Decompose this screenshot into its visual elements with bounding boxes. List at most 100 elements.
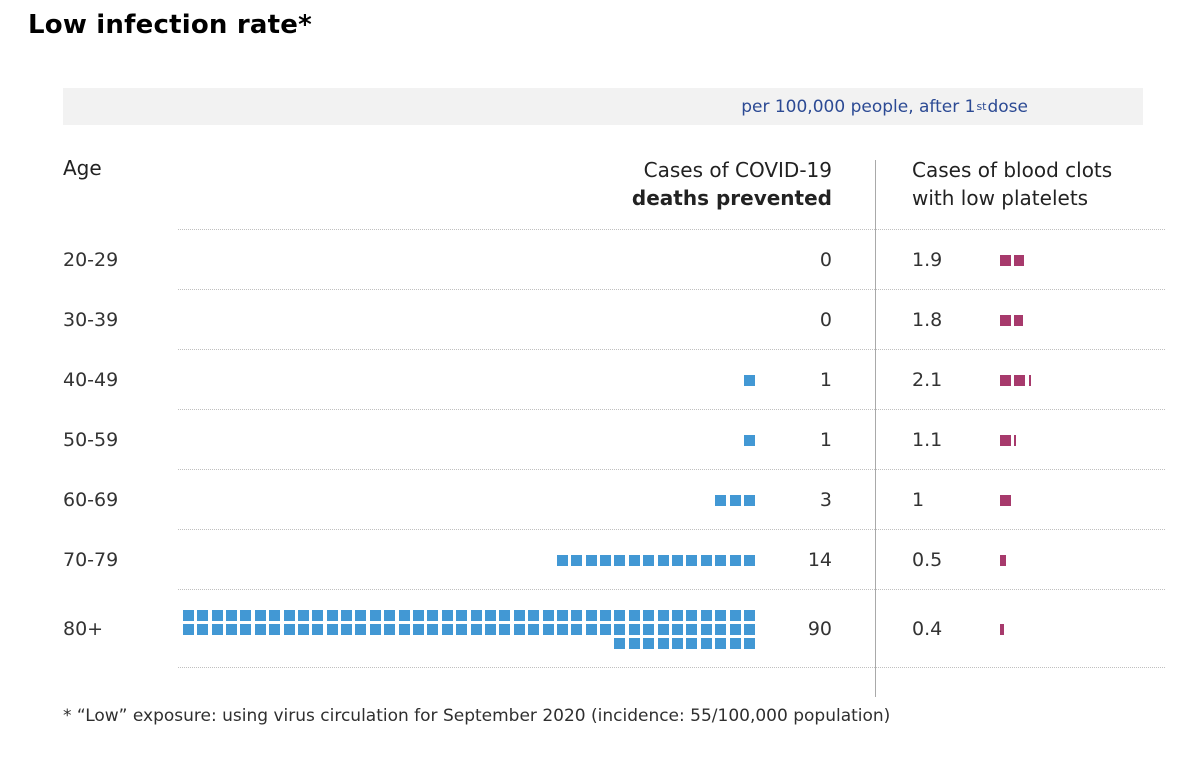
deaths-square (571, 554, 583, 566)
deaths-square (499, 623, 511, 635)
deaths-square (614, 554, 626, 566)
deaths-square (715, 554, 727, 566)
clots-square (1000, 314, 1011, 326)
deaths-square (628, 609, 640, 621)
deaths-square (528, 623, 540, 635)
deaths-square (657, 554, 669, 566)
deaths-square (427, 609, 439, 621)
clots-value: 2.1 (912, 369, 943, 391)
clots-value: 0.4 (912, 618, 943, 640)
clots-value: 0.5 (912, 549, 943, 571)
deaths-square (744, 623, 755, 635)
deaths-pictogram (178, 609, 755, 649)
deaths-square (225, 623, 237, 635)
deaths-square (628, 554, 640, 566)
deaths-square (484, 609, 496, 621)
clots-pictogram (1000, 623, 1165, 635)
deaths-square (197, 623, 209, 635)
deaths-square (571, 623, 583, 635)
deaths-square (441, 609, 453, 621)
deaths-square (499, 609, 511, 621)
deaths-square (744, 637, 755, 649)
deaths-value: 0 (819, 309, 832, 331)
deaths-square (729, 609, 741, 621)
deaths-pictogram (178, 374, 755, 386)
deaths-square (614, 637, 626, 649)
table-row: 20-29 0 1.9 (63, 230, 1165, 290)
deaths-square (672, 637, 684, 649)
clots-square-partial (1000, 623, 1004, 635)
deaths-square (240, 609, 252, 621)
deaths-square (283, 609, 295, 621)
deaths-square (700, 637, 712, 649)
deaths-square (456, 623, 468, 635)
deaths-square (312, 623, 324, 635)
clots-value: 1.1 (912, 429, 943, 451)
clots-square-partial (1014, 314, 1024, 326)
deaths-square (413, 609, 425, 621)
clots-square (1000, 374, 1011, 386)
deaths-square (470, 609, 482, 621)
deaths-square (686, 623, 698, 635)
deaths-value: 3 (819, 489, 832, 511)
clots-square (1014, 374, 1026, 386)
deaths-square (384, 623, 396, 635)
deaths-square (700, 554, 712, 566)
clots-header-line2: with low platelets (912, 186, 1089, 211)
table-row: 60-69 3 1 (63, 470, 1165, 530)
deaths-square (398, 623, 410, 635)
deaths-square (355, 623, 367, 635)
deaths-square (744, 374, 755, 386)
clots-value: 1.9 (912, 249, 943, 271)
deaths-square (657, 623, 669, 635)
age-label: 80+ (63, 618, 104, 640)
deaths-square (643, 554, 655, 566)
deaths-square (614, 623, 626, 635)
table-body: 20-29 0 1.9 30-39 0 1.8 40-49 1 2.1 50-59 1 1.1 60-6… (63, 230, 1165, 668)
deaths-value: 1 (819, 369, 832, 391)
deaths-square (715, 609, 727, 621)
age-column-header: Age (63, 156, 102, 180)
table-row: 40-49 1 2.1 (63, 350, 1165, 410)
subtitle-text: per 100,000 people, after 1 (741, 96, 976, 117)
clots-pictogram (1000, 374, 1165, 386)
deaths-square (715, 637, 727, 649)
deaths-square (715, 494, 727, 506)
clots-square (1000, 254, 1011, 266)
clots-pictogram (1000, 434, 1165, 446)
clots-pictogram (1000, 314, 1165, 326)
deaths-square (341, 609, 353, 621)
deaths-square (556, 623, 568, 635)
deaths-square (600, 609, 612, 621)
deaths-square (182, 609, 194, 621)
deaths-square (686, 554, 698, 566)
age-label: 70-79 (63, 549, 119, 571)
deaths-square (542, 623, 554, 635)
deaths-square (715, 623, 727, 635)
deaths-square (326, 623, 338, 635)
deaths-header-line1: Cases of COVID-19 (643, 158, 832, 182)
age-label: 50-59 (63, 429, 119, 451)
deaths-square (427, 623, 439, 635)
subtitle-text-suffix: dose (987, 96, 1028, 117)
deaths-square (600, 554, 612, 566)
deaths-square (585, 554, 597, 566)
deaths-square (384, 609, 396, 621)
deaths-value: 0 (819, 249, 832, 271)
clots-square (1000, 494, 1011, 506)
deaths-square (355, 609, 367, 621)
deaths-square (729, 494, 741, 506)
clots-square-partial (1000, 554, 1006, 566)
deaths-header-line2: deaths prevented (631, 186, 832, 211)
clots-pictogram (1000, 554, 1165, 566)
age-label: 60-69 (63, 489, 119, 511)
clots-square-partial (1028, 374, 1031, 386)
deaths-square (528, 609, 540, 621)
clots-value: 1.8 (912, 309, 943, 331)
table-row: 70-79 14 0.5 (63, 530, 1165, 590)
deaths-square (225, 609, 237, 621)
deaths-square (657, 637, 669, 649)
deaths-square (729, 554, 741, 566)
deaths-square (542, 609, 554, 621)
